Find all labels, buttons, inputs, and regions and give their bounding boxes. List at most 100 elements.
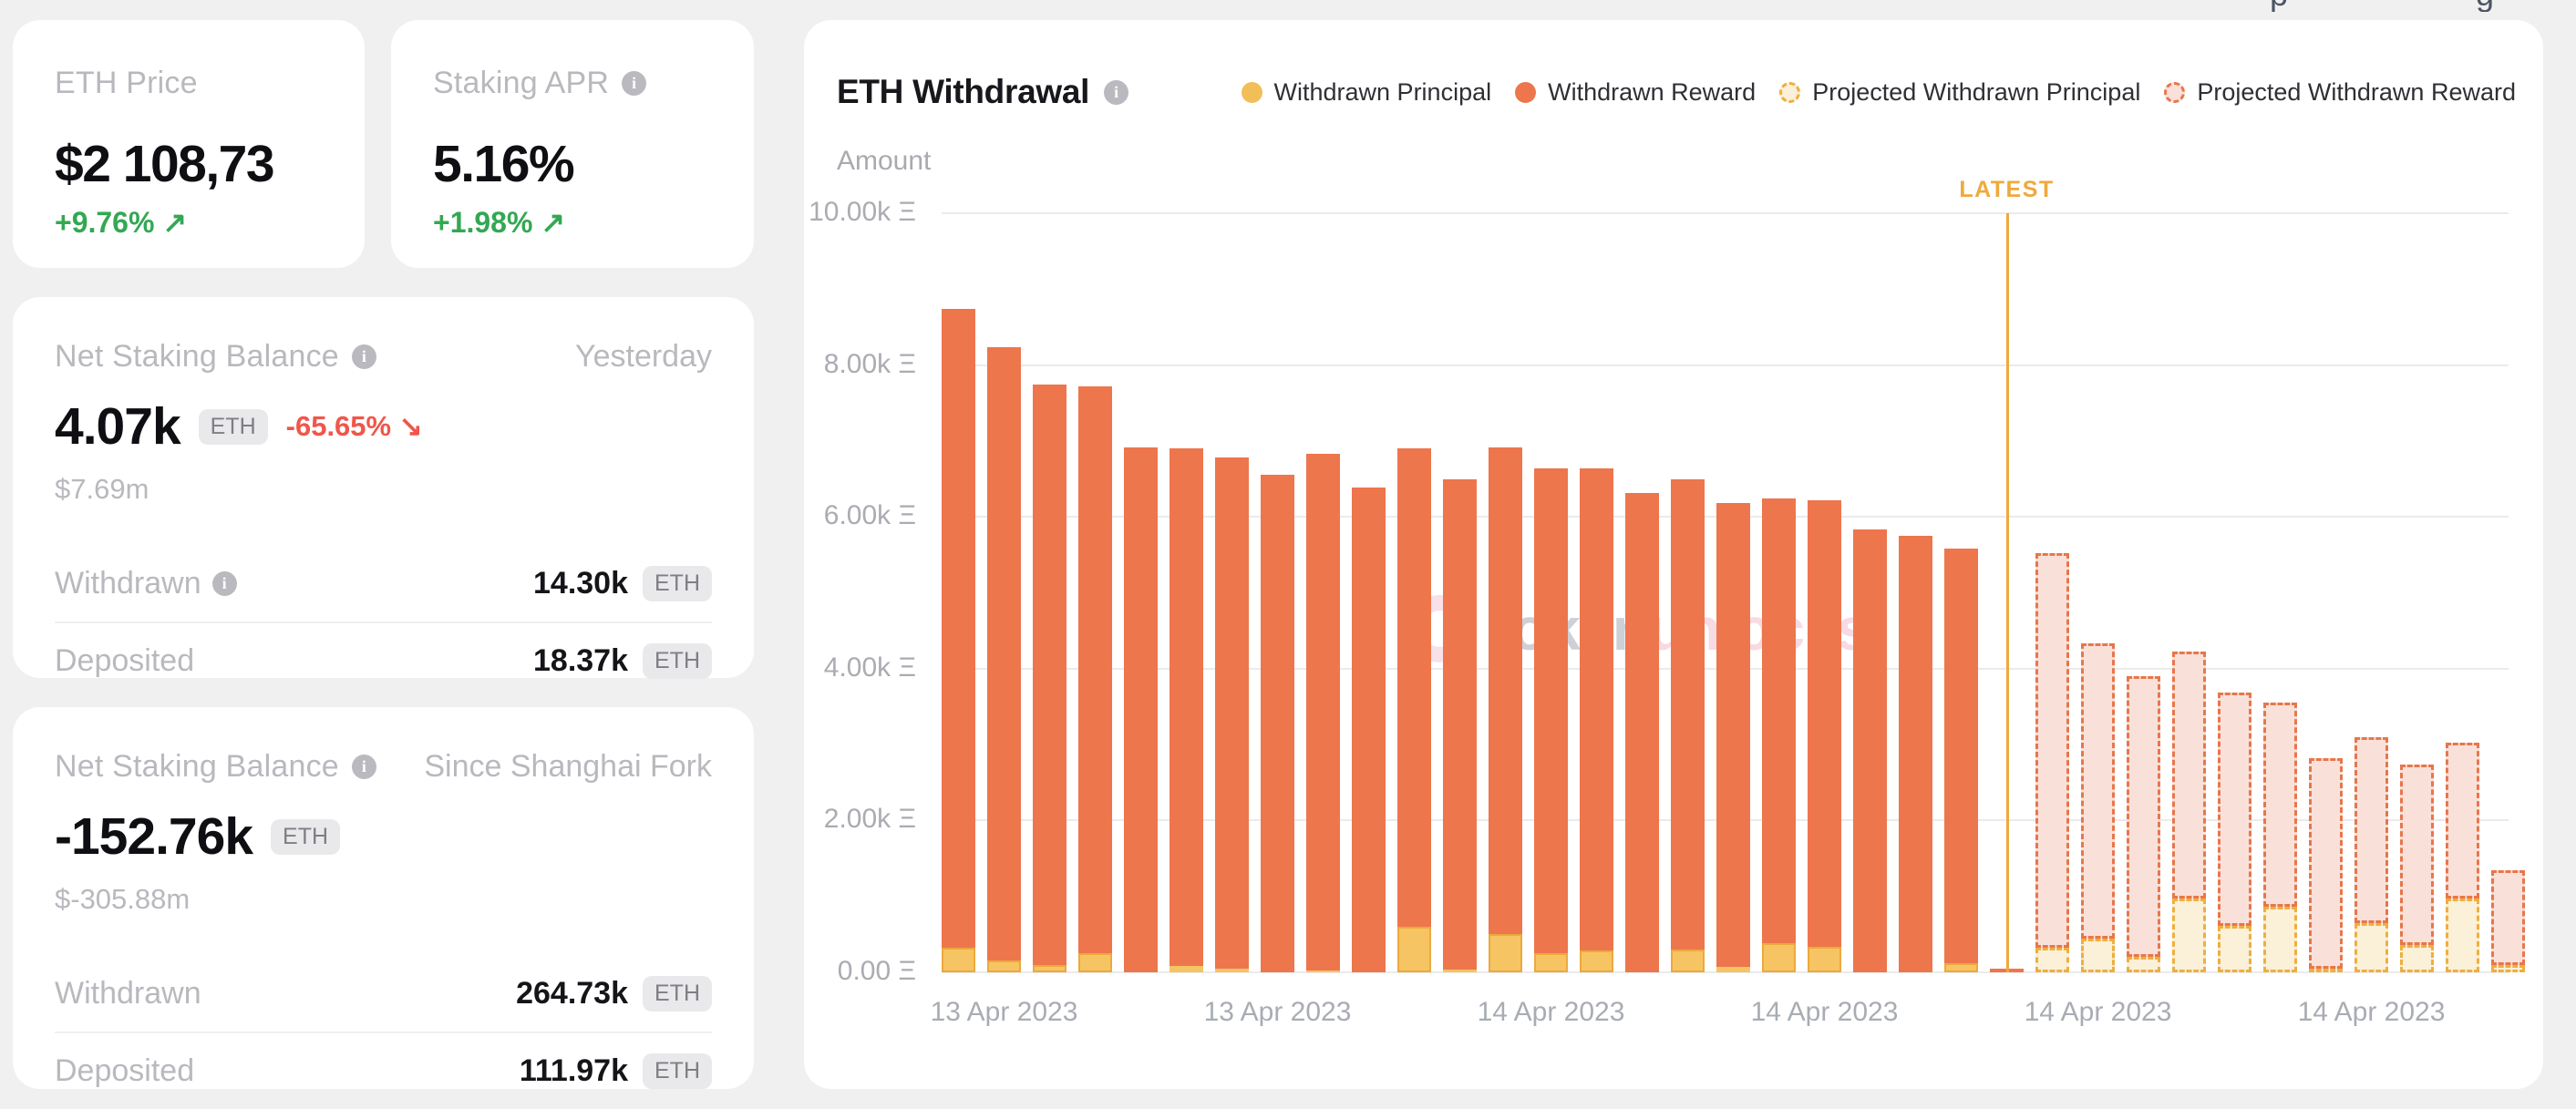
withdrawal-bar[interactable] bbox=[1534, 213, 1568, 972]
withdrawal-bar[interactable] bbox=[1853, 213, 1887, 972]
withdrawal-bar[interactable] bbox=[1397, 213, 1431, 972]
principal-segment bbox=[2035, 948, 2069, 972]
info-icon[interactable]: i bbox=[351, 755, 376, 779]
y-axis-tick: 0.00 Ξ bbox=[837, 956, 916, 986]
projected-withdrawal-bar[interactable] bbox=[2309, 213, 2343, 972]
projected-withdrawal-bar[interactable] bbox=[2035, 213, 2069, 972]
y-axis-tick: 8.00k Ξ bbox=[823, 348, 916, 379]
stat-row-value: 264.73k ETH bbox=[516, 976, 712, 1011]
reward-segment bbox=[1899, 536, 1932, 972]
y-axis-title: Amount bbox=[837, 146, 932, 176]
projected-withdrawal-bar[interactable] bbox=[2172, 213, 2206, 972]
info-icon[interactable]: i bbox=[622, 71, 647, 96]
withdrawal-bar[interactable] bbox=[987, 213, 1021, 972]
reward-segment bbox=[2491, 870, 2525, 965]
principal-segment bbox=[1944, 963, 1978, 972]
eth-price-change: +9.76% ↗ bbox=[55, 206, 188, 239]
reward-segment bbox=[1443, 479, 1477, 970]
withdrawal-bar[interactable] bbox=[1808, 213, 1841, 972]
withdrawal-bar[interactable] bbox=[1716, 213, 1750, 972]
net-staking-shanghai-card: Net Staking Balance i Since Shanghai For… bbox=[13, 707, 754, 1089]
reward-segment bbox=[1853, 529, 1887, 972]
reward-segment bbox=[2172, 652, 2206, 899]
stat-row-value: 111.97k ETH bbox=[520, 1053, 712, 1089]
x-axis-tick: 14 Apr 2023 bbox=[2024, 997, 2172, 1027]
principal-segment bbox=[2400, 945, 2434, 972]
card-title: Net Staking Balance bbox=[55, 339, 339, 374]
withdrawal-bar[interactable] bbox=[942, 213, 975, 972]
reward-segment bbox=[1124, 447, 1158, 972]
reward-segment bbox=[1944, 549, 1978, 964]
withdrawal-bar[interactable] bbox=[1124, 213, 1158, 972]
principal-segment bbox=[1489, 934, 1522, 972]
principal-segment bbox=[2263, 906, 2297, 972]
eth-unit-badge: ETH bbox=[643, 566, 712, 601]
staking-apr-change: +1.98% ↗ bbox=[433, 206, 566, 239]
withdrawal-bar[interactable] bbox=[1625, 213, 1659, 972]
principal-segment bbox=[1033, 964, 1066, 972]
legend-item[interactable]: Projected Withdrawn Reward bbox=[2164, 78, 2516, 107]
stat-row-withdrawn: Withdrawn 264.73k ETH bbox=[55, 956, 712, 1032]
principal-segment bbox=[1716, 967, 1750, 972]
latest-marker-label: LATEST bbox=[1959, 177, 2055, 202]
principal-segment bbox=[1808, 946, 1841, 972]
withdrawal-bar[interactable] bbox=[1261, 213, 1294, 972]
staking-apr-value: 5.16% bbox=[433, 135, 575, 193]
principal-segment bbox=[1078, 953, 1112, 972]
withdrawal-bar[interactable] bbox=[1215, 213, 1249, 972]
chart-plot-area[interactable]: tokenunlocks. 10.00k Ξ8.00k Ξ6.00k Ξ4.00… bbox=[809, 177, 2525, 1027]
withdrawal-bar[interactable] bbox=[1306, 213, 1340, 972]
reward-segment bbox=[1306, 454, 1340, 970]
withdrawal-bar[interactable] bbox=[1170, 213, 1203, 972]
reward-segment bbox=[942, 308, 975, 949]
balance-usd: $7.69m bbox=[55, 473, 149, 505]
info-icon[interactable]: i bbox=[211, 571, 237, 596]
stat-row-withdrawn: Withdrawn i 14.30k ETH bbox=[55, 546, 712, 621]
withdrawal-bar[interactable] bbox=[1580, 213, 1613, 972]
withdrawal-bar[interactable] bbox=[1671, 213, 1705, 972]
projected-withdrawal-bar[interactable] bbox=[2127, 213, 2160, 972]
withdrawal-bar[interactable] bbox=[1489, 213, 1522, 972]
withdrawal-bar[interactable] bbox=[1944, 213, 1978, 972]
reward-segment bbox=[1352, 487, 1386, 972]
balance-change: -65.65% ↘ bbox=[285, 410, 423, 442]
projected-withdrawal-bar[interactable] bbox=[2081, 213, 2115, 972]
legend-item[interactable]: Projected Withdrawn Principal bbox=[1779, 78, 2140, 107]
principal-segment bbox=[2446, 898, 2479, 972]
reward-segment bbox=[2354, 736, 2388, 923]
info-icon[interactable]: i bbox=[1104, 79, 1129, 105]
reward-segment bbox=[1625, 492, 1659, 972]
withdrawal-bar[interactable] bbox=[1443, 213, 1477, 972]
withdrawal-bar[interactable] bbox=[1762, 213, 1796, 972]
projected-withdrawal-bar[interactable] bbox=[2354, 213, 2388, 972]
projected-withdrawal-bar[interactable] bbox=[2400, 213, 2434, 972]
projected-withdrawal-bar[interactable] bbox=[2218, 213, 2251, 972]
legend-item[interactable]: Withdrawn Reward bbox=[1515, 78, 1756, 107]
principal-segment bbox=[2172, 898, 2206, 972]
reward-segment bbox=[1580, 467, 1613, 950]
legend-label: Projected Withdrawn Principal bbox=[1812, 77, 2141, 106]
withdrawal-bar[interactable] bbox=[1033, 213, 1066, 972]
card-title: Staking APR bbox=[433, 66, 610, 100]
dashed-legend-dot-icon bbox=[2164, 81, 2186, 103]
principal-segment bbox=[1170, 966, 1203, 972]
projected-withdrawal-bar[interactable] bbox=[2263, 213, 2297, 972]
eth-unit-badge: ETH bbox=[643, 976, 712, 1011]
reward-segment bbox=[1078, 385, 1112, 954]
withdrawal-bar[interactable] bbox=[1352, 213, 1386, 972]
reward-segment bbox=[1762, 498, 1796, 943]
reward-segment bbox=[2263, 703, 2297, 907]
withdrawal-bar[interactable] bbox=[1078, 213, 1112, 972]
withdrawal-bar[interactable] bbox=[1899, 213, 1932, 972]
reward-segment bbox=[1671, 479, 1705, 950]
principal-segment bbox=[1215, 968, 1249, 972]
reward-segment bbox=[2127, 676, 2160, 958]
principal-segment bbox=[1671, 950, 1705, 972]
legend-label: Withdrawn Principal bbox=[1273, 77, 1492, 106]
projected-withdrawal-bar[interactable] bbox=[2446, 213, 2479, 972]
projected-withdrawal-bar[interactable] bbox=[2491, 213, 2525, 972]
info-icon[interactable]: i bbox=[351, 344, 376, 369]
period-label: Since Shanghai Fork bbox=[424, 749, 712, 784]
legend-item[interactable]: Withdrawn Principal bbox=[1241, 77, 1492, 107]
clipped-glyph: p bbox=[2270, 0, 2288, 12]
